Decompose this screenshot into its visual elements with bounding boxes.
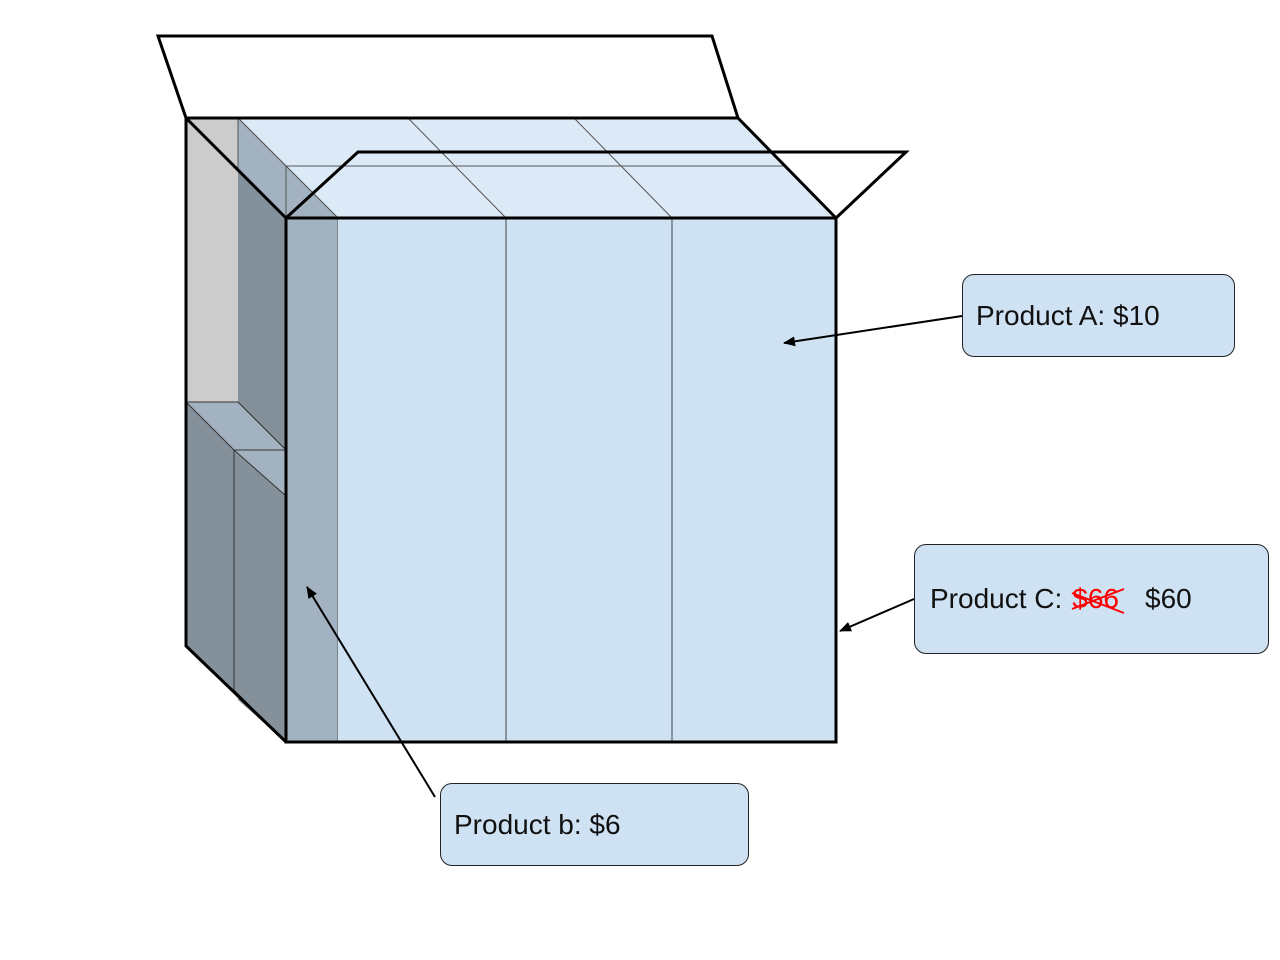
product-a-mid-top xyxy=(284,165,838,219)
box-outline-top-right-edge xyxy=(736,116,838,220)
product-a-front xyxy=(338,218,836,742)
product-a-mid-side xyxy=(285,164,339,743)
product-c-old-price-text: $66 xyxy=(1072,583,1119,614)
product-c-old-price: $66 xyxy=(1071,583,1125,615)
box-front-flap xyxy=(284,150,910,220)
product-b-label: Product b: $6 xyxy=(454,808,621,840)
arrow-product-c xyxy=(839,598,915,632)
top-divider-2 xyxy=(573,117,673,219)
product-a-label: Product A: $10 xyxy=(976,299,1160,331)
product-a-label-box: Product A: $10 xyxy=(962,274,1235,357)
product-c-label: Product C: xyxy=(930,583,1063,614)
arrow-product-b xyxy=(306,586,436,798)
top-divider-1 xyxy=(407,117,507,219)
box-outline-top-left-edge xyxy=(184,116,288,220)
product-c-new-price: $60 xyxy=(1145,583,1192,614)
product-c-label-box: Product C: $66 $60 xyxy=(914,544,1269,654)
product-a-back-top xyxy=(236,117,788,167)
box-back-flap xyxy=(155,34,741,120)
arrow-product-a xyxy=(783,315,963,347)
product-b-label-box: Product b: $6 xyxy=(440,783,749,866)
box-outline-left xyxy=(184,118,288,744)
box-left-wall-upper xyxy=(186,118,238,402)
box-front-outline xyxy=(284,216,838,744)
